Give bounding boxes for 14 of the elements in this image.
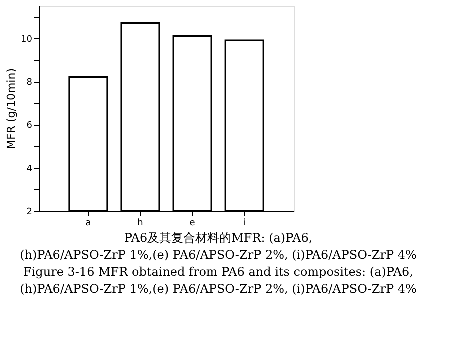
y-tick-label: 6 [26,121,33,132]
text: PA6及其复合材料的MFR: (a)PA6, [124,231,313,245]
y-tick-label: 10 [21,34,33,45]
y-tick-label: 2 [26,208,32,218]
caption: Figure 3-16 MFR obtained from PA6 and its composites: (a)PA6, [24,265,414,279]
y-axis-title: MFR (g/10min) [5,68,18,150]
y-tick-label: 8 [26,78,33,88]
x-tick-label: i [243,218,246,228]
y-tick-label: 4 [26,164,33,174]
x-tick-label: a [86,218,92,228]
x-tick-label: h [138,218,144,228]
text: (h)PA6/APSO-ZrP 1%,(e) PA6/APSO-ZrP 2%, (i)PA6/APSO-ZrP 4% [20,282,417,296]
text: (h)PA6/APSO-ZrP 1%,(e) PA6/APSO-ZrP 2%, (i)PA6/APSO-ZrP 4% [20,248,417,262]
x-tick-label: e [190,218,196,228]
